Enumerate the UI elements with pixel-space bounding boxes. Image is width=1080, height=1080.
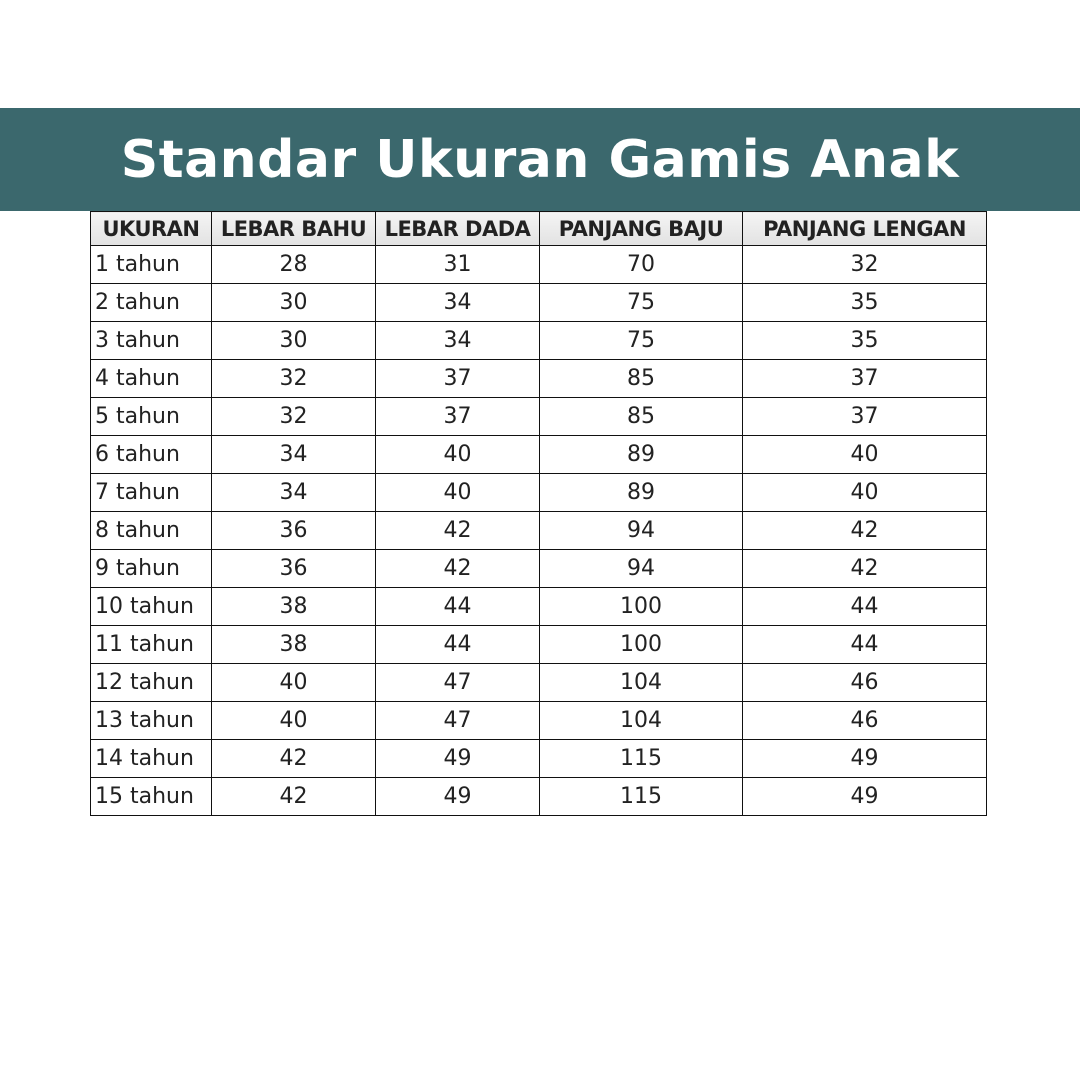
- table-row: 11 tahun 38 44 100 44: [90, 625, 987, 664]
- measurement-cell: 44: [375, 625, 540, 664]
- column-header: UKURAN: [90, 211, 212, 246]
- measurement-cell: 42: [742, 549, 987, 588]
- size-table: UKURAN LEBAR BAHU LEBAR DADA PANJANG BAJU PA…: [90, 211, 987, 816]
- measurement-cell: 40: [211, 701, 376, 740]
- measurement-cell: 35: [742, 283, 987, 322]
- measurement-cell: 42: [742, 511, 987, 550]
- measurement-cell: 42: [211, 739, 376, 778]
- measurement-cell: 31: [375, 245, 540, 284]
- measurement-cell: 34: [211, 435, 376, 474]
- measurement-cell: 46: [742, 701, 987, 740]
- table-row: 10 tahun 38 44 100 44: [90, 587, 987, 626]
- measurement-cell: 32: [211, 397, 376, 436]
- table-row: 9 tahun 36 42 94 42: [90, 549, 987, 588]
- measurement-cell: 36: [211, 511, 376, 550]
- measurement-cell: 38: [211, 625, 376, 664]
- size-cell: 8 tahun: [90, 511, 212, 550]
- size-cell: 3 tahun: [90, 321, 212, 360]
- size-cell: 15 tahun: [90, 777, 212, 816]
- measurement-cell: 42: [211, 777, 376, 816]
- measurement-cell: 104: [539, 701, 743, 740]
- measurement-cell: 85: [539, 359, 743, 398]
- table-row: 2 tahun 30 34 75 35: [90, 283, 987, 322]
- table-row: 14 tahun 42 49 115 49: [90, 739, 987, 778]
- size-cell: 10 tahun: [90, 587, 212, 626]
- measurement-cell: 40: [742, 435, 987, 474]
- measurement-cell: 44: [375, 587, 540, 626]
- column-header: PANJANG BAJU: [539, 211, 743, 246]
- table-row: 13 tahun 40 47 104 46: [90, 701, 987, 740]
- table-row: 8 tahun 36 42 94 42: [90, 511, 987, 550]
- size-cell: 11 tahun: [90, 625, 212, 664]
- measurement-cell: 34: [211, 473, 376, 512]
- measurement-cell: 35: [742, 321, 987, 360]
- size-cell: 7 tahun: [90, 473, 212, 512]
- column-header: LEBAR BAHU: [211, 211, 376, 246]
- measurement-cell: 28: [211, 245, 376, 284]
- measurement-cell: 115: [539, 739, 743, 778]
- page-title: Standar Ukuran Gamis Anak: [120, 129, 960, 190]
- table-row: 15 tahun 42 49 115 49: [90, 777, 987, 816]
- title-banner: Standar Ukuran Gamis Anak: [0, 108, 1080, 211]
- header-row: UKURAN LEBAR BAHU LEBAR DADA PANJANG BAJU PA…: [90, 211, 987, 246]
- measurement-cell: 40: [211, 663, 376, 702]
- table-row: 5 tahun 32 37 85 37: [90, 397, 987, 436]
- table-row: 4 tahun 32 37 85 37: [90, 359, 987, 398]
- measurement-cell: 46: [742, 663, 987, 702]
- measurement-cell: 34: [375, 283, 540, 322]
- measurement-cell: 42: [375, 511, 540, 550]
- measurement-cell: 40: [375, 473, 540, 512]
- measurement-cell: 49: [742, 739, 987, 778]
- measurement-cell: 75: [539, 283, 743, 322]
- table-row: 7 tahun 34 40 89 40: [90, 473, 987, 512]
- size-cell: 1 tahun: [90, 245, 212, 284]
- measurement-cell: 47: [375, 663, 540, 702]
- measurement-cell: 49: [742, 777, 987, 816]
- size-cell: 4 tahun: [90, 359, 212, 398]
- measurement-cell: 37: [742, 397, 987, 436]
- measurement-cell: 100: [539, 625, 743, 664]
- size-cell: 13 tahun: [90, 701, 212, 740]
- size-cell: 6 tahun: [90, 435, 212, 474]
- measurement-cell: 34: [375, 321, 540, 360]
- measurement-cell: 40: [742, 473, 987, 512]
- size-cell: 5 tahun: [90, 397, 212, 436]
- measurement-cell: 89: [539, 435, 743, 474]
- table-row: 1 tahun 28 31 70 32: [90, 245, 987, 284]
- measurement-cell: 37: [375, 397, 540, 436]
- table-row: 3 tahun 30 34 75 35: [90, 321, 987, 360]
- measurement-cell: 32: [211, 359, 376, 398]
- measurement-cell: 89: [539, 473, 743, 512]
- size-cell: 2 tahun: [90, 283, 212, 322]
- measurement-cell: 42: [375, 549, 540, 588]
- measurement-cell: 37: [375, 359, 540, 398]
- size-cell: 14 tahun: [90, 739, 212, 778]
- measurement-cell: 38: [211, 587, 376, 626]
- measurement-cell: 100: [539, 587, 743, 626]
- measurement-cell: 47: [375, 701, 540, 740]
- measurement-cell: 49: [375, 777, 540, 816]
- measurement-cell: 75: [539, 321, 743, 360]
- column-header: PANJANG LENGAN: [742, 211, 987, 246]
- measurement-cell: 30: [211, 283, 376, 322]
- measurement-cell: 30: [211, 321, 376, 360]
- column-header: LEBAR DADA: [375, 211, 540, 246]
- measurement-cell: 70: [539, 245, 743, 284]
- measurement-cell: 44: [742, 625, 987, 664]
- measurement-cell: 94: [539, 549, 743, 588]
- measurement-cell: 49: [375, 739, 540, 778]
- measurement-cell: 40: [375, 435, 540, 474]
- size-cell: 9 tahun: [90, 549, 212, 588]
- size-cell: 12 tahun: [90, 663, 212, 702]
- table-row: 12 tahun 40 47 104 46: [90, 663, 987, 702]
- measurement-cell: 32: [742, 245, 987, 284]
- table-row: 6 tahun 34 40 89 40: [90, 435, 987, 474]
- measurement-cell: 37: [742, 359, 987, 398]
- measurement-cell: 94: [539, 511, 743, 550]
- measurement-cell: 85: [539, 397, 743, 436]
- measurement-cell: 36: [211, 549, 376, 588]
- measurement-cell: 104: [539, 663, 743, 702]
- measurement-cell: 44: [742, 587, 987, 626]
- measurement-cell: 115: [539, 777, 743, 816]
